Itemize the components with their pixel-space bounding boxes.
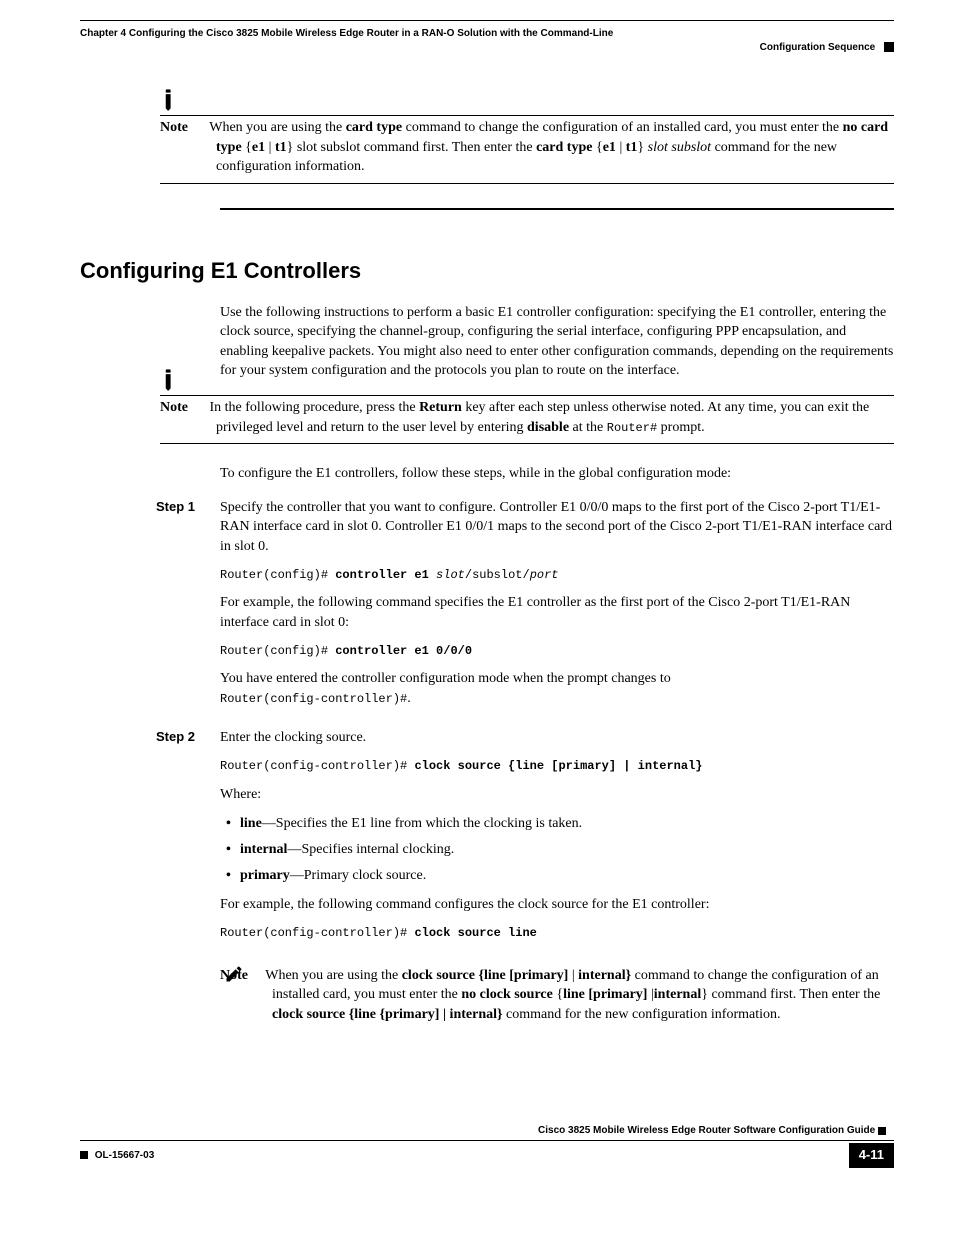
step-1: Step 1 Specify the controller that you w…: [80, 498, 894, 719]
step-1-p2: For example, the following command speci…: [220, 593, 894, 632]
pencil-icon: [224, 964, 244, 991]
step-1-code-1: Router(config)# controller e1 slot/subsl…: [220, 567, 894, 584]
footer-marker-left: [80, 1151, 88, 1159]
header-section: Configuration Sequence: [80, 41, 894, 55]
note-1-text: Note When you are using the card type co…: [216, 118, 894, 177]
section-divider: [220, 208, 894, 210]
step-2: Step 2 Enter the clocking source. Router…: [80, 728, 894, 1034]
step-1-p1: Specify the controller that you want to …: [220, 498, 894, 557]
step-1-p3: You have entered the controller configur…: [220, 669, 894, 708]
step-1-code-2: Router(config)# controller e1 0/0/0: [220, 643, 894, 660]
note-label: Note: [160, 400, 188, 415]
step-2-bullets: line—Specifies the E1 line from which th…: [220, 814, 894, 885]
header-section-text: Configuration Sequence: [760, 42, 876, 53]
footer-doc-id: OL-15667-03: [80, 1149, 154, 1163]
step-1-content: Specify the controller that you want to …: [220, 498, 894, 719]
step-2-code-2: Router(config-controller)# clock source …: [220, 925, 894, 942]
header-rule: [80, 20, 894, 23]
step-2-p1: Enter the clocking source.: [220, 728, 894, 748]
footer: Cisco 3825 Mobile Wireless Edge Router S…: [80, 1124, 894, 1167]
footer-marker: [878, 1127, 886, 1135]
step-2-p2: For example, the following command confi…: [220, 895, 894, 915]
lead-in: To configure the E1 controllers, follow …: [220, 464, 894, 484]
step-2-content: Enter the clocking source. Router(config…: [220, 728, 894, 1034]
list-item: primary—Primary clock source.: [220, 866, 894, 886]
list-item: line—Specifies the E1 line from which th…: [220, 814, 894, 834]
list-item: internal—Specifies internal clocking.: [220, 840, 894, 860]
step-2-label: Step 2: [80, 728, 220, 1034]
header-chapter: Chapter 4 Configuring the Cisco 3825 Mob…: [80, 27, 894, 41]
step-2-where: Where:: [220, 785, 894, 805]
intro-paragraph: Use the following instructions to perfor…: [220, 303, 894, 381]
note-block-1: Note When you are using the card type co…: [160, 115, 894, 184]
note-2-text: Note In the following procedure, press t…: [216, 398, 894, 437]
note-block-2: Note In the following procedure, press t…: [160, 395, 894, 444]
footer-guide-title: Cisco 3825 Mobile Wireless Edge Router S…: [80, 1124, 894, 1140]
header-marker: [884, 42, 894, 52]
step-2-note: Note When you are using the clock source…: [220, 966, 894, 1025]
page-number: 4-11: [849, 1143, 894, 1167]
note-label: Note: [160, 120, 188, 135]
step-1-label: Step 1: [80, 498, 220, 719]
step-2-code-1: Router(config-controller)# clock source …: [220, 758, 894, 775]
footer-rule: [80, 1140, 894, 1141]
step-2-note-text: Note When you are using the clock source…: [272, 966, 894, 1025]
section-title: Configuring E1 Controllers: [80, 256, 894, 287]
